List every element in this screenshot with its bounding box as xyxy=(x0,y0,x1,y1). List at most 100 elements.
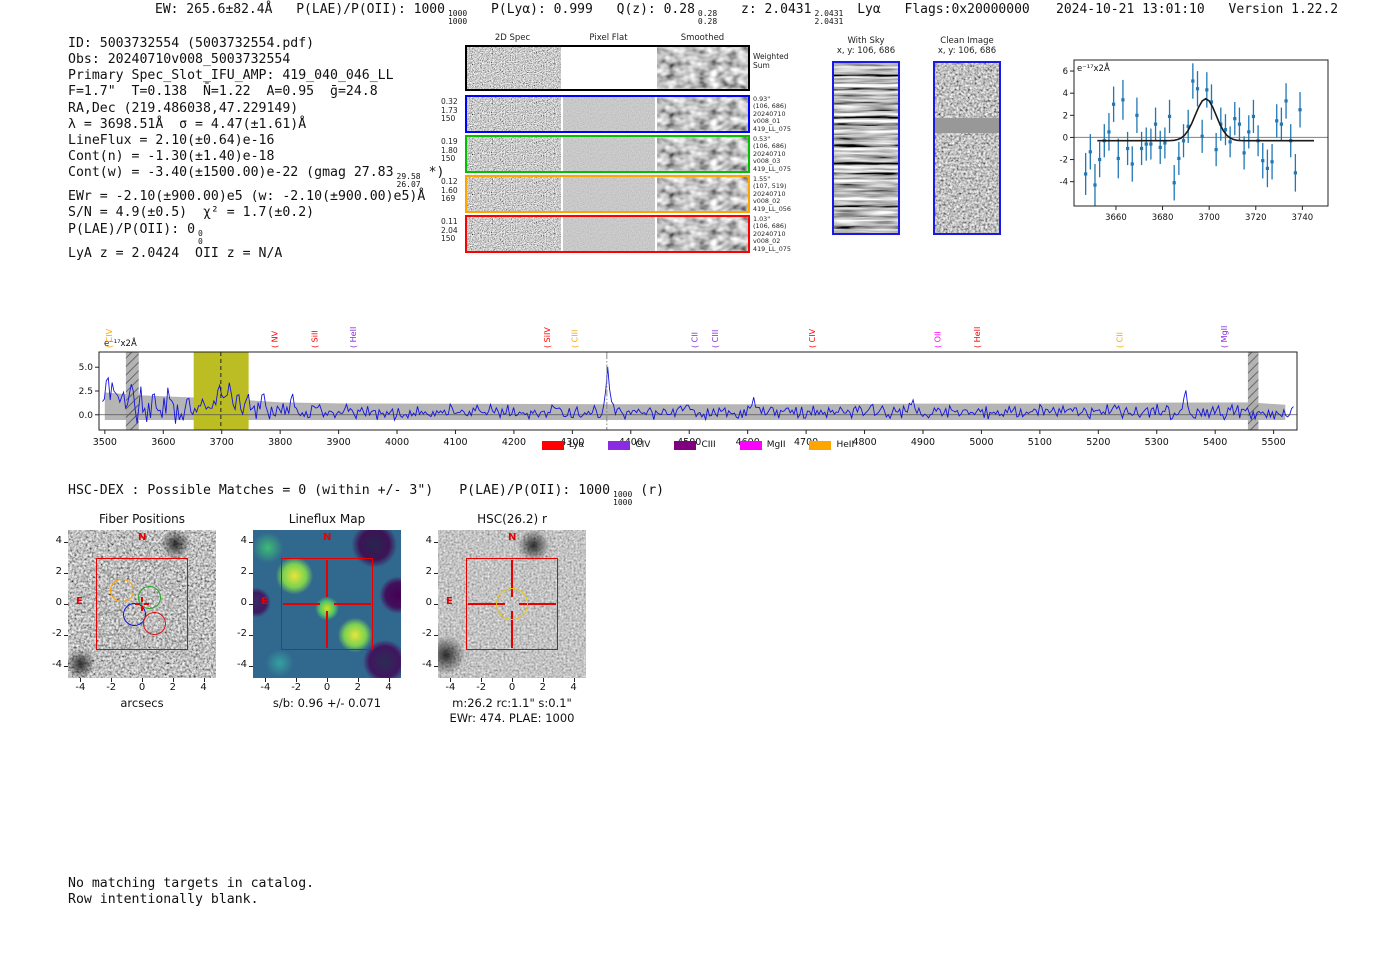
panel-ytick-label: -4 xyxy=(237,658,247,670)
panel-ytick-mark xyxy=(64,604,68,605)
spec2d-cell xyxy=(657,47,748,89)
panel-xtick-label: -2 xyxy=(476,682,487,693)
svg-text:e⁻¹⁷x2Å: e⁻¹⁷x2Å xyxy=(104,337,137,349)
fiber-circle-unused xyxy=(96,612,120,636)
panel-ytick-mark xyxy=(434,604,438,605)
spec2d-row xyxy=(465,45,750,91)
emission-line-label: ( CIII xyxy=(571,330,580,348)
info-line: RA,Dec (219.486038,47.229149) xyxy=(68,100,299,116)
hsc-match-line: HSC-DEX : Possible Matches = 0 (within +… xyxy=(68,483,664,507)
extraction-box xyxy=(466,558,558,650)
svg-text:5200: 5200 xyxy=(1086,437,1110,448)
svg-text:4700: 4700 xyxy=(794,437,818,448)
svg-text:3700: 3700 xyxy=(210,437,234,448)
svg-text:3700: 3700 xyxy=(1198,213,1220,223)
panel-xtick-mark xyxy=(296,678,298,682)
panel-xtick-label: -4 xyxy=(260,682,271,693)
emission-line-label: ( CII xyxy=(690,332,699,348)
fiber-circle-unused xyxy=(159,566,183,590)
svg-text:3600: 3600 xyxy=(151,437,175,448)
panel-ytick-mark xyxy=(64,542,68,544)
spec2d-row xyxy=(465,215,750,253)
emission-line-label: ( HeII xyxy=(973,327,982,348)
spec2d-cell xyxy=(563,47,655,89)
panel-ytick-mark xyxy=(249,604,253,605)
svg-text:5100: 5100 xyxy=(1028,437,1052,448)
panel-ytick-mark xyxy=(434,634,438,636)
info-line: Obs: 20240710v008_5003732554 xyxy=(68,52,291,68)
info-line: LyA z = 2.0424 OII z = N/A xyxy=(68,245,283,261)
spec2d-cell xyxy=(563,137,655,171)
spec2d-header-smoothed: Smoothed xyxy=(680,33,725,43)
fiber-circle-unused xyxy=(87,567,111,591)
svg-text:3680: 3680 xyxy=(1152,213,1174,223)
lineflux-map-title: Lineflux Map xyxy=(288,512,366,526)
spec2d-cell xyxy=(657,217,748,251)
svg-text:-2: -2 xyxy=(1060,156,1068,166)
fiber-circle-unused xyxy=(79,629,103,653)
emission-line-label: ( NV xyxy=(270,330,279,348)
cleanimage-image xyxy=(933,61,1001,235)
svg-text:3740: 3740 xyxy=(1292,213,1314,223)
hsc-plae-text: P(LAE)/P(OII): 1000 xyxy=(459,483,611,498)
crosshair-segment xyxy=(511,560,513,597)
svg-text:2: 2 xyxy=(1063,111,1068,121)
panel-xtick-label: -2 xyxy=(106,682,117,693)
header-z: z: 2.0431 xyxy=(741,2,812,17)
info-line: Primary Spec_Slot_IFU_AMP: 419_040_046_L… xyxy=(68,68,394,84)
panel-ytick-label: 4 xyxy=(240,535,247,547)
panel-ytick-label: -2 xyxy=(422,627,432,639)
svg-text:3800: 3800 xyxy=(268,437,292,448)
crosshair-segment xyxy=(326,611,328,648)
legend-swatch xyxy=(809,440,832,450)
panel-ytick-mark xyxy=(249,573,253,575)
panel-ytick-label: 0 xyxy=(55,597,62,608)
fiber-positions-title: Fiber Positions xyxy=(98,512,186,526)
panel-xtick-mark xyxy=(203,678,205,682)
panel-xtick-label: 2 xyxy=(354,682,361,693)
target-aperture-circle xyxy=(495,587,529,621)
svg-text:4800: 4800 xyxy=(852,437,876,448)
header-qz: Q(z): 0.28 xyxy=(616,2,695,17)
panel-ytick-label: -2 xyxy=(237,627,247,639)
header-datetime-version: 2024-10-21 13:01:10 Version 1.22.2 xyxy=(1056,2,1338,17)
cleanimage-masked-band xyxy=(935,118,999,133)
panel-ytick-mark xyxy=(434,542,438,544)
legend-swatch xyxy=(739,440,762,450)
panel-ytick-label: -4 xyxy=(422,658,432,670)
fiber-circle xyxy=(142,611,166,635)
svg-text:4300: 4300 xyxy=(560,437,584,448)
panel-xtick-mark xyxy=(512,678,513,682)
svg-text:5000: 5000 xyxy=(969,437,993,448)
hsc-cutout-title: HSC(26.2) r xyxy=(477,512,547,526)
crosshair-segment xyxy=(334,603,371,605)
panel-ytick-label: 2 xyxy=(240,566,247,578)
legend-item: CIV xyxy=(608,440,650,450)
legend-item: HeII xyxy=(809,440,854,450)
emission-line-label: ( CIII xyxy=(711,330,720,348)
panel-xtick-label: 0 xyxy=(508,682,516,693)
legend-swatch xyxy=(674,440,697,450)
spec2d-row-meta: 0.93" (106, 686) 20240710 v008_01 419_LL_075 xyxy=(753,95,791,133)
spec2d-cell xyxy=(657,177,748,211)
footer-notes: No matching targets in catalog. Row inte… xyxy=(68,876,314,908)
panel-ytick-mark xyxy=(64,573,68,575)
spec2d-row-meta: 1.55" (107, 519) 20240710 v008_02 419_LL_056 xyxy=(753,175,791,213)
panel-xtick-label: -4 xyxy=(75,682,86,693)
header-plya: P(Lyα): 0.999 xyxy=(491,2,593,17)
header-datetime: 2024-10-21 13:01:10 xyxy=(1056,2,1205,17)
emission-line-label: ( SiIV xyxy=(543,327,552,348)
withsky-image xyxy=(832,61,900,235)
panel-xtick-mark xyxy=(481,678,483,682)
header-ew: EW: 265.6±82.4Å xyxy=(155,2,273,17)
hsc-plae-band: (r) xyxy=(632,483,665,498)
east-label: E xyxy=(76,596,83,607)
panel-ytick-mark xyxy=(249,542,253,544)
east-label: E xyxy=(446,596,453,607)
header-z-fraction: 2.0431 2.0431 xyxy=(814,9,844,26)
svg-text:3660: 3660 xyxy=(1105,213,1127,223)
spec2d-row-weights: 0.19 1.80 150 xyxy=(441,137,458,164)
panel-ytick-label: 4 xyxy=(425,535,432,547)
